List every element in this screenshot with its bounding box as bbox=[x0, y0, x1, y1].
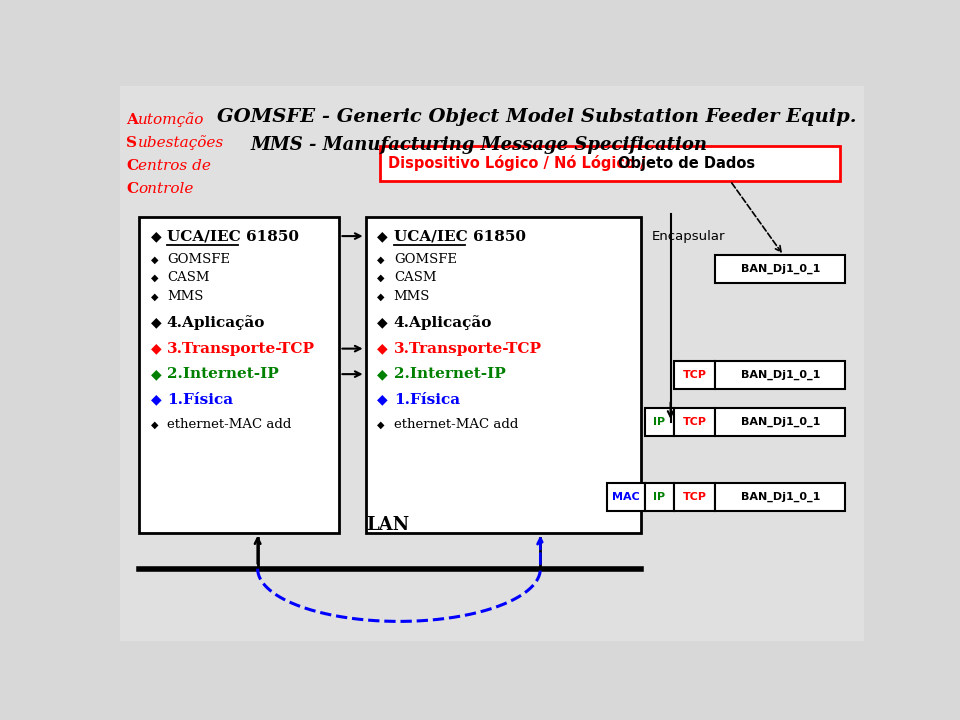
Text: ubestações: ubestações bbox=[138, 135, 224, 150]
Bar bbox=[715, 408, 846, 436]
Text: UCA/IEC 61850: UCA/IEC 61850 bbox=[167, 229, 299, 243]
Text: entros de: entros de bbox=[138, 158, 211, 173]
Text: GOMSFE - Generic Object Model Substation Feeder Equip.: GOMSFE - Generic Object Model Substation… bbox=[217, 109, 856, 127]
Text: 4.Aplicação: 4.Aplicação bbox=[394, 315, 492, 330]
Bar bbox=[715, 361, 846, 389]
Text: TCP: TCP bbox=[683, 492, 707, 502]
Text: 2.Internet-IP: 2.Internet-IP bbox=[167, 367, 278, 381]
Text: BAN_Dj1_0_1: BAN_Dj1_0_1 bbox=[740, 264, 820, 274]
Text: C: C bbox=[126, 158, 138, 173]
Text: Encapsular: Encapsular bbox=[652, 230, 726, 243]
Text: ◆: ◆ bbox=[151, 392, 161, 407]
Text: A: A bbox=[126, 112, 138, 127]
Bar bbox=[674, 483, 715, 510]
Bar bbox=[674, 408, 715, 436]
Text: GOMSFE: GOMSFE bbox=[167, 253, 229, 266]
Text: MAC: MAC bbox=[612, 492, 639, 502]
Text: MMS: MMS bbox=[394, 290, 430, 303]
Bar bbox=[366, 217, 641, 533]
Text: UCA/IEC 61850: UCA/IEC 61850 bbox=[394, 229, 526, 243]
Text: ◆: ◆ bbox=[377, 367, 388, 381]
Text: BAN_Dj1_0_1: BAN_Dj1_0_1 bbox=[740, 369, 820, 380]
Text: ◆: ◆ bbox=[151, 229, 161, 243]
Text: ◆: ◆ bbox=[151, 367, 161, 381]
Text: C: C bbox=[126, 182, 138, 196]
Text: 4.Aplicação: 4.Aplicação bbox=[167, 315, 265, 330]
Text: ethernet-MAC add: ethernet-MAC add bbox=[394, 418, 518, 431]
Text: ◆: ◆ bbox=[151, 420, 158, 430]
Text: BAN_Dj1_0_1: BAN_Dj1_0_1 bbox=[740, 417, 820, 427]
Text: BAN_Dj1_0_1: BAN_Dj1_0_1 bbox=[740, 492, 820, 502]
Bar bbox=[674, 361, 715, 389]
Text: ◆: ◆ bbox=[377, 420, 385, 430]
Bar bbox=[608, 483, 644, 510]
Text: CASM: CASM bbox=[167, 271, 209, 284]
Text: 1.Física: 1.Física bbox=[394, 392, 460, 407]
Text: Objeto de Dados: Objeto de Dados bbox=[618, 156, 756, 171]
Text: LAN: LAN bbox=[366, 516, 410, 534]
Text: IP: IP bbox=[654, 417, 665, 427]
Text: 2.Internet-IP: 2.Internet-IP bbox=[394, 367, 506, 381]
Text: ◆: ◆ bbox=[377, 392, 388, 407]
Text: ◆: ◆ bbox=[151, 341, 161, 356]
Text: TCP: TCP bbox=[683, 369, 707, 379]
Bar bbox=[380, 146, 840, 181]
Text: ◆: ◆ bbox=[151, 273, 158, 283]
Text: ◆: ◆ bbox=[377, 341, 388, 356]
Text: ontrole: ontrole bbox=[138, 182, 193, 196]
Bar bbox=[644, 483, 674, 510]
Text: ◆: ◆ bbox=[377, 292, 385, 302]
Text: MMS - Manufacturing Message Specification: MMS - Manufacturing Message Specificatio… bbox=[251, 135, 708, 153]
Text: ◆: ◆ bbox=[151, 254, 158, 264]
Text: S: S bbox=[126, 136, 137, 150]
Text: MMS: MMS bbox=[167, 290, 204, 303]
Text: GOMSFE: GOMSFE bbox=[394, 253, 457, 266]
Text: ethernet-MAC add: ethernet-MAC add bbox=[167, 418, 291, 431]
Bar bbox=[644, 408, 674, 436]
Bar bbox=[715, 483, 846, 510]
Text: CASM: CASM bbox=[394, 271, 436, 284]
Text: ◆: ◆ bbox=[377, 229, 388, 243]
Text: 3.Transporte-TCP: 3.Transporte-TCP bbox=[167, 341, 315, 356]
Text: ◆: ◆ bbox=[377, 315, 388, 330]
Text: utomção: utomção bbox=[138, 112, 204, 127]
Bar bbox=[715, 256, 846, 283]
Text: TCP: TCP bbox=[683, 417, 707, 427]
Text: ◆: ◆ bbox=[377, 273, 385, 283]
Text: ◆: ◆ bbox=[151, 315, 161, 330]
Bar bbox=[138, 217, 340, 533]
Text: IP: IP bbox=[654, 492, 665, 502]
Text: 1.Física: 1.Física bbox=[167, 392, 233, 407]
Text: ◆: ◆ bbox=[151, 292, 158, 302]
Text: ◆: ◆ bbox=[377, 254, 385, 264]
Text: 3.Transporte-TCP: 3.Transporte-TCP bbox=[394, 341, 541, 356]
Text: Dispositivo Lógico / Nó Lógico /: Dispositivo Lógico / Nó Lógico / bbox=[388, 156, 651, 171]
